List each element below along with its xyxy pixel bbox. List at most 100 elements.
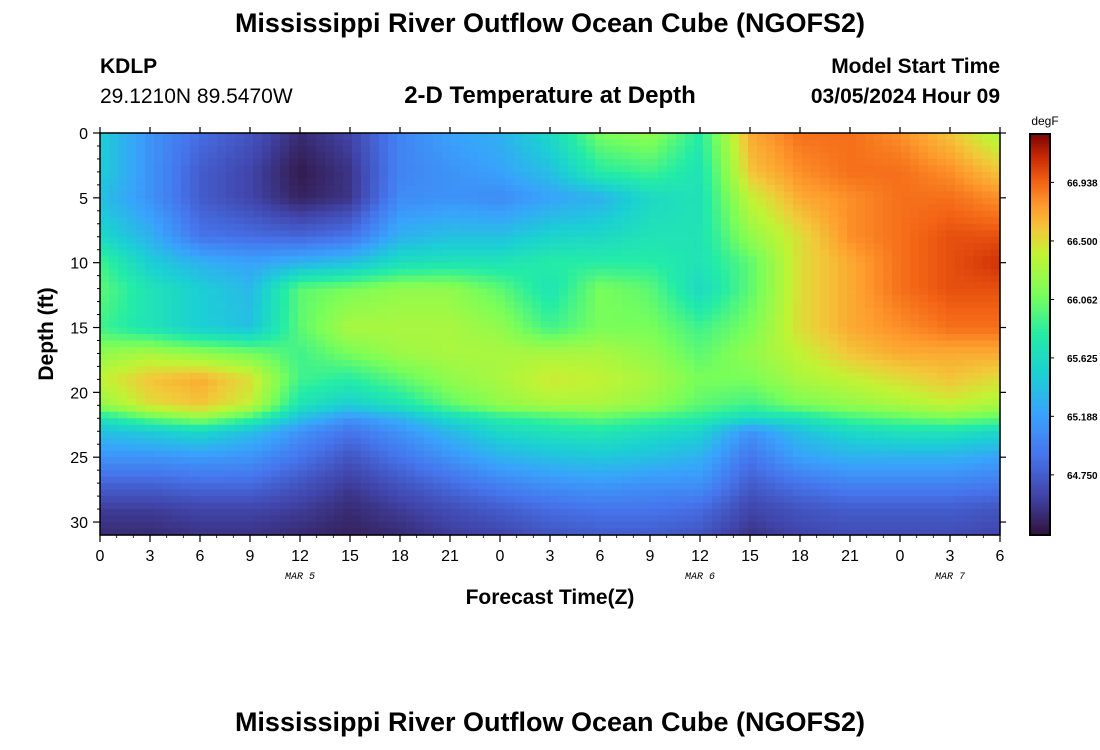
heatmap-cell [442, 437, 452, 445]
heatmap-cell [271, 327, 281, 335]
heatmap-cell [505, 249, 515, 257]
heatmap-cell [559, 295, 569, 303]
heatmap-cell [766, 204, 776, 212]
heatmap-cell [505, 230, 515, 238]
heatmap-cell [244, 437, 254, 445]
heatmap-cell [766, 321, 776, 329]
heatmap-cell [667, 405, 677, 413]
heatmap-cell [514, 158, 524, 167]
heatmap-cell [334, 288, 344, 296]
heatmap-cell [523, 308, 533, 316]
heatmap-cell [433, 295, 443, 303]
heatmap-cell [307, 236, 317, 244]
heatmap-cell [550, 308, 560, 316]
heatmap-cell [469, 275, 479, 283]
heatmap-cell [406, 372, 416, 380]
heatmap-cell [586, 340, 596, 348]
heatmap-cell [865, 346, 875, 355]
heatmap-cell [442, 288, 452, 296]
heatmap-cell [361, 269, 371, 277]
heatmap-cell [865, 392, 875, 400]
heatmap-cell [658, 392, 668, 400]
heatmap-cell [523, 178, 533, 186]
heatmap-cell [811, 327, 821, 335]
heatmap-cell [658, 236, 668, 244]
heatmap-cell [154, 223, 164, 231]
heatmap-cell [487, 334, 497, 342]
heatmap-cell [658, 450, 668, 458]
heatmap-cell [361, 139, 371, 147]
heatmap-cell [334, 236, 344, 244]
heatmap-cell [973, 184, 983, 192]
heatmap-cell [649, 431, 659, 439]
heatmap-cell [613, 269, 623, 277]
heatmap-cell [883, 171, 893, 179]
heatmap-cell [460, 145, 470, 154]
heatmap-cell [307, 321, 317, 329]
heatmap-cell [595, 334, 605, 342]
heatmap-cell [415, 418, 425, 426]
heatmap-cell [937, 353, 947, 361]
heatmap-cell [595, 295, 605, 303]
heatmap-cell [352, 379, 362, 387]
heatmap-cell [280, 184, 290, 192]
heatmap-cell [190, 145, 200, 154]
heatmap-cell [856, 405, 866, 413]
heatmap-cell [379, 392, 389, 400]
heatmap-cell [577, 197, 587, 205]
heatmap-cell [838, 223, 848, 231]
heatmap-cell [379, 158, 389, 167]
heatmap-cell [577, 249, 587, 257]
heatmap-cell [946, 262, 956, 270]
heatmap-cell [604, 444, 614, 452]
heatmap-cell [532, 308, 542, 316]
heatmap-cell [991, 262, 1001, 270]
heatmap-cell [586, 262, 596, 270]
heatmap-cell [631, 152, 641, 160]
heatmap-cell [829, 295, 839, 303]
heatmap-cell [127, 405, 137, 413]
heatmap-cell [955, 249, 965, 257]
heatmap-cell [640, 301, 650, 309]
heatmap-cell [883, 191, 893, 199]
heatmap-cell [397, 217, 407, 225]
heatmap-cell [343, 269, 353, 277]
heatmap-cell [487, 165, 497, 173]
heatmap-cell [640, 334, 650, 342]
heatmap-cell [235, 204, 245, 212]
heatmap-cell [469, 444, 479, 452]
heatmap-cell [748, 392, 758, 400]
heatmap-cell [289, 392, 299, 400]
heatmap-cell [145, 424, 155, 432]
heatmap-cell [892, 301, 902, 309]
heatmap-cell [109, 424, 119, 432]
heatmap-cell [469, 145, 479, 154]
heatmap-cell [676, 145, 686, 154]
heatmap-cell [685, 204, 695, 212]
heatmap-cell [595, 243, 605, 251]
heatmap-cell [469, 191, 479, 199]
heatmap-cell [613, 437, 623, 445]
heatmap-cell [604, 385, 614, 393]
heatmap-cell [217, 191, 227, 199]
heatmap-cell [100, 450, 110, 458]
heatmap-cell [523, 340, 533, 348]
heatmap-cell [640, 171, 650, 179]
heatmap-cell [361, 314, 371, 322]
heatmap-cell [901, 411, 911, 419]
heatmap-cell [199, 171, 209, 179]
heatmap-cell [370, 379, 380, 387]
heatmap-cell [595, 340, 605, 348]
heatmap-cell [784, 243, 794, 251]
heatmap-cell [775, 204, 785, 212]
heatmap-cell [370, 301, 380, 309]
heatmap-cell [712, 444, 722, 452]
heatmap-cell [964, 236, 974, 244]
heatmap-cell [712, 295, 722, 303]
heatmap-cell [865, 256, 875, 264]
heatmap-cell [685, 249, 695, 257]
heatmap-cell [748, 282, 758, 290]
heatmap-cell [685, 321, 695, 329]
heatmap-cell [658, 366, 668, 374]
heatmap-cell [442, 145, 452, 154]
